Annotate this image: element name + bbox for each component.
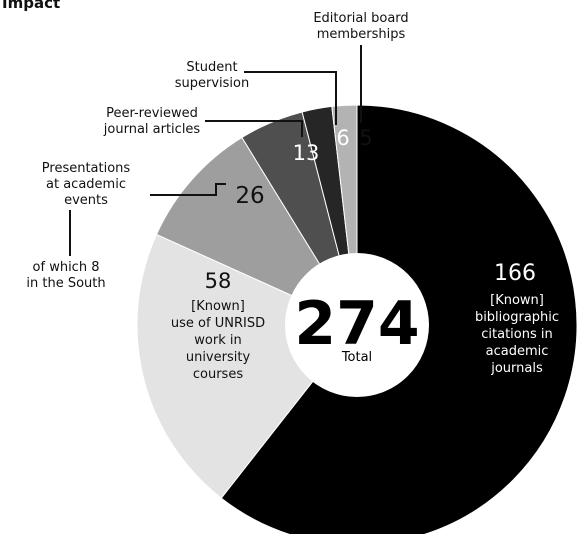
slice-category-label-1: [Known] use of UNRISD work in university cou… bbox=[171, 299, 265, 382]
slice-value-label-3: 13 bbox=[293, 141, 320, 165]
slice-category-label-5: Editorial board memberships bbox=[313, 11, 408, 42]
slice-value-label-5: 5 bbox=[359, 126, 372, 150]
callout-line-4 bbox=[244, 71, 337, 125]
slice-value-label-2: 26 bbox=[235, 183, 264, 209]
slice-category-label-2: Presentations at academic events bbox=[42, 161, 131, 208]
callout-line-3 bbox=[205, 120, 303, 137]
center-total-value: 274 bbox=[294, 289, 419, 359]
slice-labels: 166 [Known] bibliographic citations in acade… bbox=[26, 11, 559, 382]
callout-line-2 bbox=[150, 183, 226, 196]
center-total-label: Total bbox=[341, 350, 372, 365]
slice-note-label-2: of which 8 in the South bbox=[26, 260, 105, 291]
slice-category-label-0: [Known] bibliographic citations in academic… bbox=[475, 293, 559, 376]
slice-value-label-4: 6 bbox=[336, 126, 349, 150]
slice-value-label-0: 166 bbox=[494, 261, 536, 286]
chart-title: Impact bbox=[2, 0, 60, 12]
slice-category-label-3: Peer-reviewed journal articles bbox=[103, 106, 201, 137]
center-hole bbox=[285, 253, 429, 397]
slice-category-label-4: Student supervision bbox=[175, 60, 250, 91]
slice-value-label-1: 58 bbox=[205, 269, 232, 293]
callout-lines bbox=[69, 45, 362, 256]
